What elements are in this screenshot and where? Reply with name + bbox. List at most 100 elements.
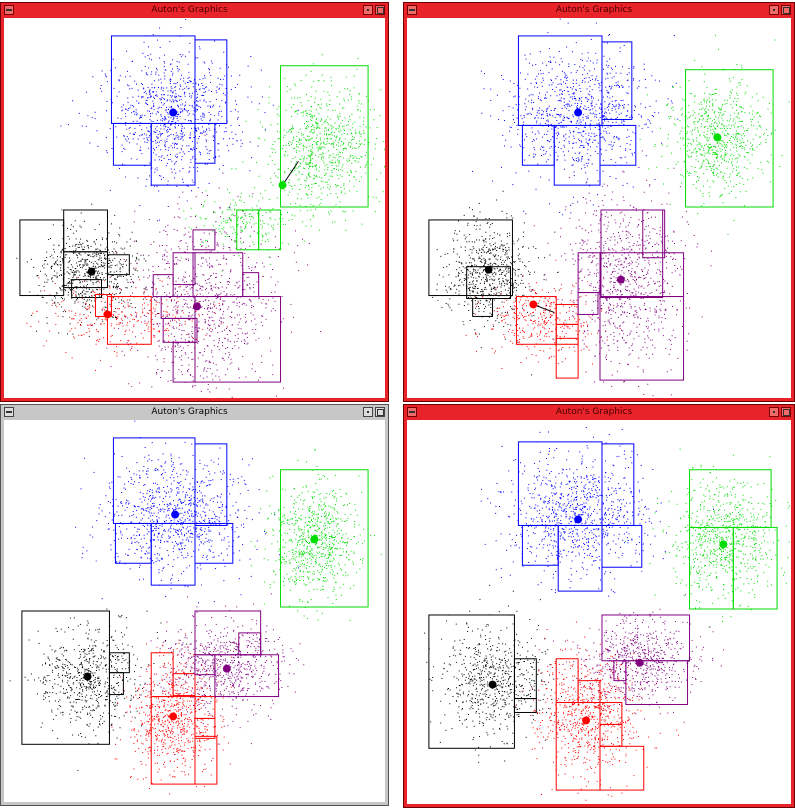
box-blue <box>114 522 152 564</box>
points-purple <box>91 134 322 398</box>
box-purple <box>577 292 599 315</box>
box-blue <box>557 524 603 592</box>
scatter-blue <box>480 426 715 597</box>
titlebar[interactable]: Auton's Graphics <box>1 405 388 419</box>
box-green <box>280 65 369 208</box>
graphics-window-2[interactable]: Auton's Graphics <box>403 2 795 402</box>
titlebar[interactable]: Auton's Graphics <box>404 405 794 419</box>
graphics-window-4[interactable]: Auton's Graphics <box>403 404 795 808</box>
centroid-red[interactable] <box>529 300 538 309</box>
plot-canvas[interactable] <box>4 420 385 802</box>
window-title: Auton's Graphics <box>151 407 228 417</box>
points-green <box>625 448 791 628</box>
centroid-red[interactable] <box>169 712 178 721</box>
box-black <box>19 219 65 297</box>
centroids <box>87 108 299 319</box>
titlebar[interactable]: Auton's Graphics <box>1 3 388 17</box>
box-red <box>555 658 579 704</box>
points-black <box>432 190 560 376</box>
box-blue <box>194 122 216 164</box>
box-purple <box>599 296 685 381</box>
centroid-red[interactable] <box>582 716 591 725</box>
box-blue <box>599 124 637 166</box>
cluster-plot <box>424 426 791 801</box>
window-title: Auton's Graphics <box>555 5 633 15</box>
maximize-icon[interactable] <box>781 407 791 417</box>
box-black <box>21 610 110 745</box>
maximize-icon[interactable] <box>781 5 791 15</box>
cluster-plot <box>9 420 382 795</box>
plot-canvas[interactable] <box>407 18 791 398</box>
box-black <box>108 672 124 696</box>
box-purple <box>642 209 666 259</box>
minimize-icon[interactable] <box>769 5 779 15</box>
box-red <box>555 303 579 325</box>
centroid-purple[interactable] <box>222 664 231 673</box>
centroid-purple[interactable] <box>193 302 201 311</box>
box-blue <box>194 522 234 564</box>
scatter-blue <box>472 18 679 216</box>
minimize-icon[interactable] <box>769 407 779 417</box>
maximize-icon[interactable] <box>375 5 385 15</box>
cluster-plot <box>428 18 790 397</box>
box-black <box>63 209 108 253</box>
centroid-green[interactable] <box>719 540 728 549</box>
centroid-blue[interactable] <box>574 515 583 524</box>
box-purple <box>192 252 244 298</box>
scatter-blue <box>60 18 299 221</box>
points-green <box>250 448 382 621</box>
centroid-blue[interactable] <box>171 510 180 519</box>
box-blue <box>150 122 196 186</box>
centroid-black[interactable] <box>83 672 92 681</box>
centroid-green[interactable] <box>310 535 319 544</box>
centroid-red[interactable] <box>103 310 112 319</box>
plot-canvas[interactable] <box>4 18 385 398</box>
box-red <box>577 680 601 704</box>
scatter-purple <box>91 134 322 398</box>
centroid-purple[interactable] <box>635 658 644 667</box>
cluster-plot <box>16 18 385 398</box>
plot-canvas[interactable] <box>407 420 791 804</box>
cluster-boxes <box>428 35 774 381</box>
box-blue <box>517 35 603 126</box>
centroid-black[interactable] <box>484 265 493 274</box>
box-black <box>513 698 537 713</box>
box-black <box>71 279 102 299</box>
points-black <box>16 203 155 337</box>
box-red <box>106 296 152 345</box>
centroid-blue[interactable] <box>169 108 178 117</box>
box-black <box>106 254 130 276</box>
box-red <box>599 702 623 725</box>
cluster-boxes <box>428 441 778 791</box>
maximize-icon[interactable] <box>375 407 385 417</box>
points-green <box>181 54 385 272</box>
graphics-window-1[interactable]: Auton's Graphics <box>0 2 389 402</box>
window-title: Auton's Graphics <box>555 407 633 417</box>
window-menu-icon[interactable] <box>407 407 417 417</box>
box-red <box>194 717 216 739</box>
box-purple <box>625 660 689 706</box>
box-blue <box>112 122 152 166</box>
box-blue <box>601 524 643 568</box>
centroid-blue[interactable] <box>574 108 583 117</box>
box-purple <box>238 632 262 656</box>
box-black <box>472 298 494 317</box>
window-menu-icon[interactable] <box>4 5 14 15</box>
minimize-icon[interactable] <box>363 407 373 417</box>
box-purple <box>600 209 664 299</box>
box-purple <box>242 272 260 298</box>
minimize-icon[interactable] <box>363 5 373 15</box>
window-menu-icon[interactable] <box>4 407 14 417</box>
centroid-green[interactable] <box>713 133 722 142</box>
window-menu-icon[interactable] <box>407 5 417 15</box>
scatter-black <box>9 608 188 772</box>
box-blue <box>194 39 228 124</box>
centroid-purple[interactable] <box>616 275 625 284</box>
graphics-window-3[interactable]: Auton's Graphics <box>0 404 389 806</box>
centroid-black[interactable] <box>488 680 497 689</box>
points-blue <box>60 18 299 221</box>
scatter-black <box>16 203 155 337</box>
centroid-green[interactable] <box>278 181 287 190</box>
titlebar[interactable]: Auton's Graphics <box>404 3 794 17</box>
centroid-black[interactable] <box>87 267 96 276</box>
